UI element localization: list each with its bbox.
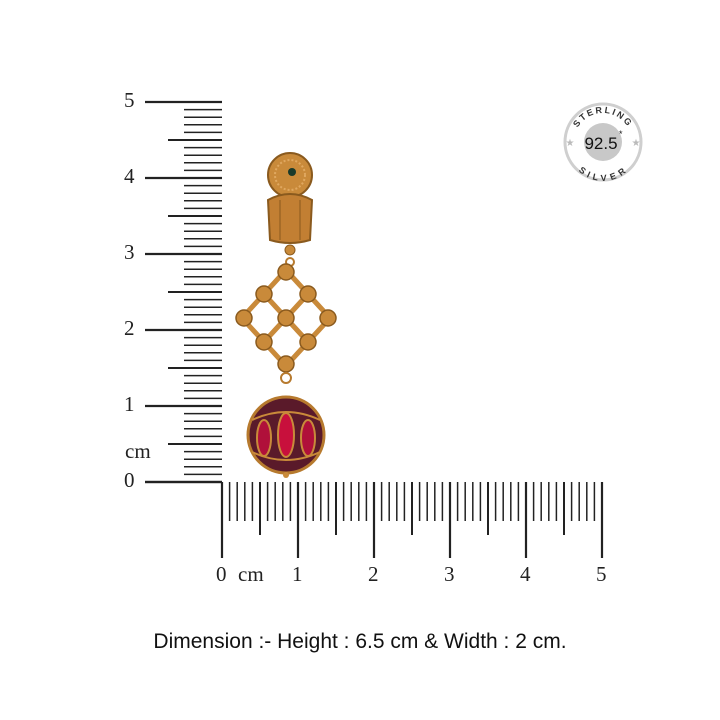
horizontal-tick-label: 3 [444,562,455,586]
svg-text:★: ★ [566,138,575,149]
horizontal-tick-label: 4 [520,562,531,586]
earring-dome [266,193,314,267]
horizontal-tick-label: 1 [292,562,303,586]
vertical-unit-label: cm [125,439,151,463]
svg-text:*: * [619,129,623,139]
horizontal-unit-label: cm [238,562,264,586]
earring-lattice [235,263,337,384]
vertical-tick-label: 0 [124,468,135,492]
vertical-tick-label: 3 [124,240,135,264]
svg-text:92.5: 92.5 [584,134,617,153]
earring-ruby-ball [246,395,326,478]
horizontal-tick-label: 0 [216,562,227,586]
vertical-tick-label: 2 [124,316,135,340]
vertical-tick-label: 5 [124,88,135,112]
svg-text:★: ★ [632,138,641,149]
vertical-tick-label: 1 [124,392,135,416]
horizontal-tick-label: 5 [596,562,607,586]
dimension-caption: Dimension :- Height : 6.5 cm & Width : 2… [153,630,567,653]
vertical-tick-label: 4 [124,164,135,188]
horizontal-tick-label: 2 [368,562,379,586]
